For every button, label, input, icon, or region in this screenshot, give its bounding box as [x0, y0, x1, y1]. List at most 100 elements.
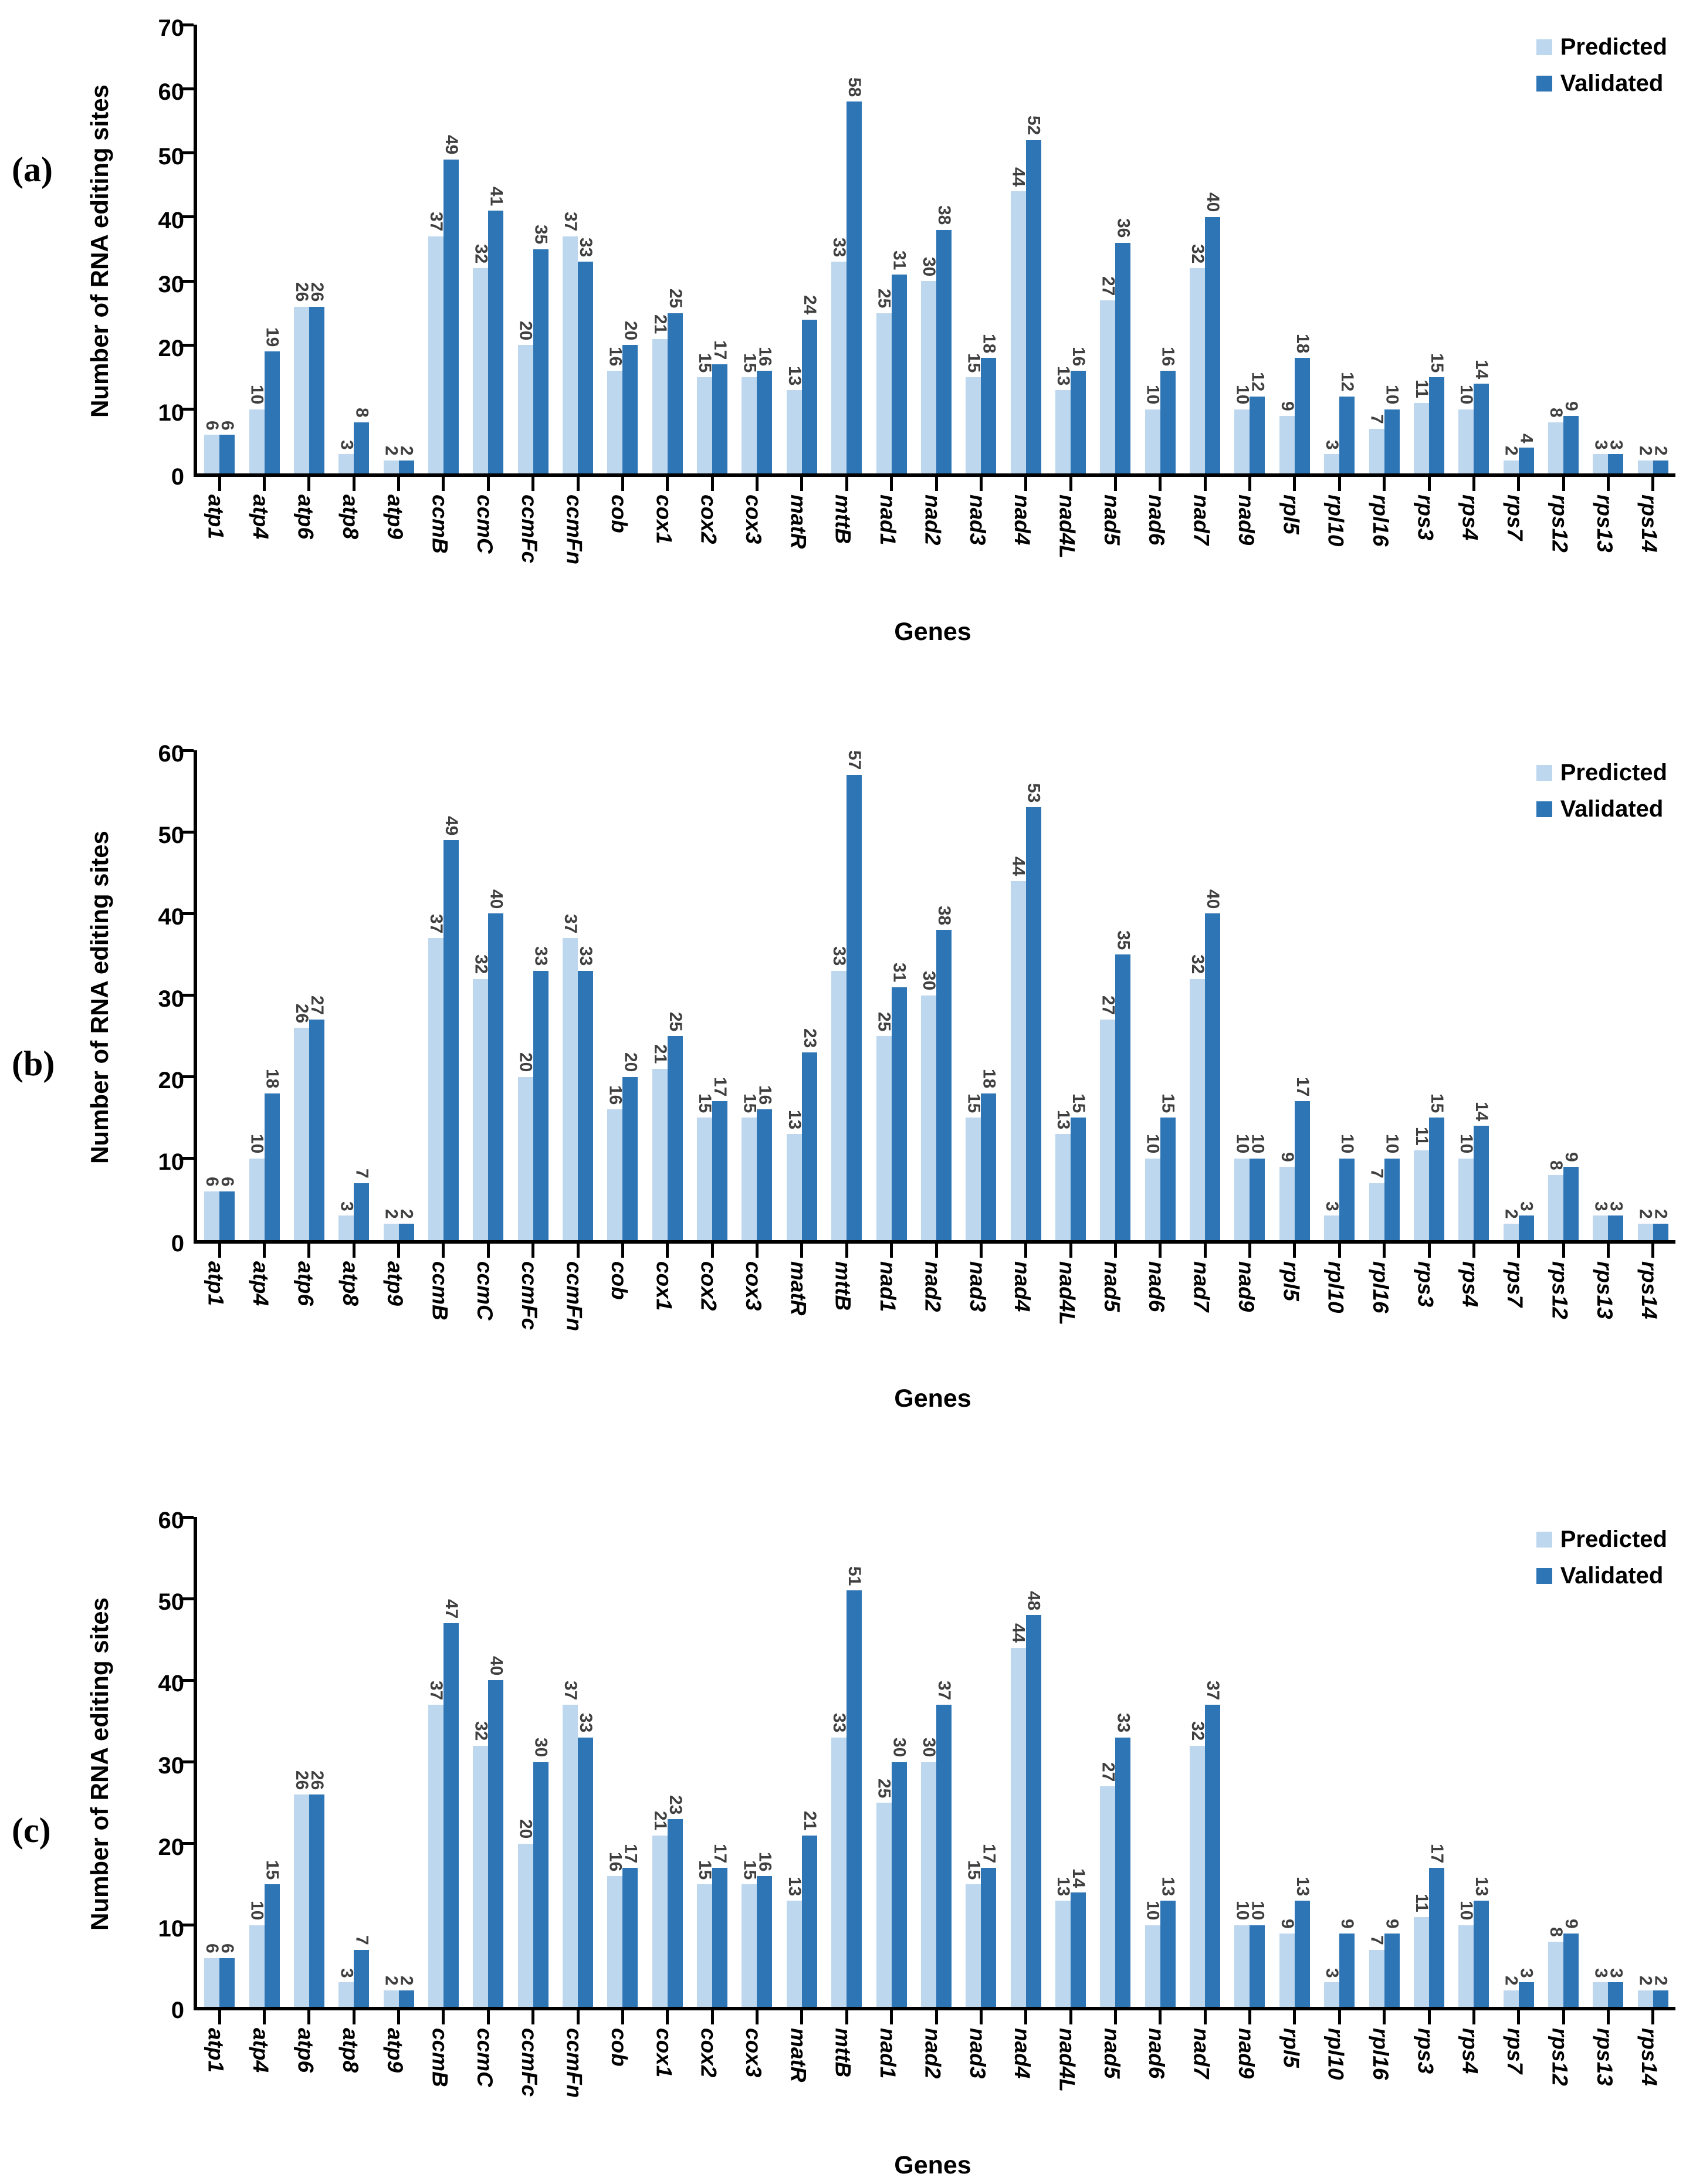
- x-tick-mark: [1159, 2010, 1162, 2024]
- x-tick-mark: [1248, 477, 1252, 491]
- predicted-bar-atp4: 10: [248, 1134, 267, 1240]
- x-label-cell: rps13: [1582, 1261, 1627, 1384]
- x-label-cell: atp8: [328, 1261, 373, 1384]
- predicted-bar-cox2: 15: [695, 1093, 715, 1240]
- validated-bar-rpl10: 12: [1338, 372, 1357, 473]
- x-label-cell: atp1: [194, 2028, 238, 2151]
- x-tick-label-nad9: nad9: [1234, 495, 1258, 546]
- x-label-cell: ccmC: [462, 1261, 507, 1384]
- bar-value-label: 2: [381, 1976, 401, 1986]
- bar-group-rps4: 10 13: [1451, 1877, 1496, 2007]
- x-label-cell: rps3: [1403, 1261, 1448, 1384]
- y-tick-mark: [180, 912, 194, 915]
- validated-bar-nad6: 15: [1159, 1093, 1178, 1240]
- x-label-cell: atp9: [373, 2028, 417, 2151]
- validated-swatch-icon: [1536, 75, 1552, 92]
- validated-bar-rps14: 2: [1651, 446, 1671, 473]
- x-label-cell: nad2: [910, 2028, 955, 2151]
- bar-group-matR: 13 21: [780, 1811, 824, 2007]
- validated-bar-ccmB: 47: [442, 1599, 461, 2007]
- predicted-bar-atp6: 26: [292, 1770, 312, 2007]
- bar-value-label: 10: [1457, 1901, 1477, 1921]
- bar-value-label: 20: [516, 1819, 536, 1839]
- x-tick-mark: [576, 1244, 580, 1258]
- x-tick-label-ccmFc: ccmFc: [517, 1261, 542, 1330]
- legend-item-predicted: Predicted: [1536, 1528, 1667, 1551]
- x-label-cell: nad3: [955, 2028, 1000, 2151]
- predicted-bar-nad3: 15: [964, 1860, 983, 2007]
- x-tick-mark: [621, 1244, 624, 1258]
- x-tick-mark: [935, 1244, 938, 1258]
- bar-value-label: 33: [531, 946, 551, 966]
- validated-bar-nad5: 36: [1113, 218, 1133, 473]
- bar-value-label: 20: [516, 1052, 536, 1072]
- predicted-bar-matR: 13: [785, 1877, 804, 2007]
- x-tick-mark: [756, 477, 759, 491]
- validated-bar-atp6: 26: [307, 282, 327, 473]
- bar-group-nad7: 32 37: [1183, 1681, 1227, 2007]
- x-tick-label-mttB: mttB: [831, 2028, 855, 2078]
- bar-value-label: 37: [561, 212, 581, 232]
- plot-area: 6 6 10 19 26 26 3 8 2 2 37 49 32 41 20 35 37 33 16 20 21 25 15…: [180, 23, 1675, 491]
- predicted-bar-atp1: 6: [202, 1177, 222, 1240]
- x-tick-mark: [397, 1244, 401, 1258]
- x-label-cell: rps7: [1492, 495, 1537, 618]
- x-tick-mark: [576, 2010, 580, 2024]
- x-tick-label-cox2: cox2: [696, 495, 721, 544]
- y-tick-label-50: 50: [158, 143, 185, 170]
- predicted-bar-ccmFn: 37: [561, 212, 580, 473]
- x-label-cell: atp1: [194, 1261, 238, 1384]
- bar-value-label: 16: [1069, 346, 1088, 367]
- x-tick-label-cox2: cox2: [696, 2028, 721, 2078]
- validated-bar-rps4: 13: [1472, 1877, 1491, 2007]
- x-label-cell: atp9: [373, 495, 417, 618]
- x-label-cell: nad1: [865, 1261, 910, 1384]
- bar-group-rps3: 11 15: [1407, 1093, 1451, 1240]
- x-tick-mark: [1517, 1244, 1521, 1258]
- x-tick-mark: [1024, 477, 1028, 491]
- bar-value-label: 33: [830, 237, 849, 258]
- chart-panel-b: (b) Number of RNA editing sites 0 10 20 30 4…: [0, 742, 1703, 1417]
- x-tick-label-cob: cob: [607, 495, 631, 533]
- x-label-cell: nad3: [955, 1261, 1000, 1384]
- predicted-bar-nad1: 25: [875, 1012, 894, 1240]
- bar-value-label: 24: [800, 295, 820, 315]
- x-label-cell: rps12: [1538, 2028, 1582, 2151]
- bar-value-label: 57: [845, 750, 865, 770]
- bar-value-label: 21: [800, 1811, 820, 1831]
- x-label-cell: rps7: [1492, 1261, 1537, 1384]
- x-tick-label-atp8: atp8: [338, 495, 363, 540]
- x-tick-mark: [1517, 477, 1521, 491]
- x-tick-label-atp9: atp9: [383, 495, 408, 540]
- validated-bar-ccmFn: 33: [576, 1713, 595, 2007]
- bar-group-cox1: 21 25: [645, 1012, 690, 1240]
- x-tick-mark: [1293, 2010, 1296, 2024]
- validated-bar-atp8: 7: [352, 1935, 371, 2007]
- x-tick-label-atp1: atp1: [204, 2028, 228, 2073]
- predicted-swatch-icon: [1536, 39, 1552, 55]
- predicted-bar-ccmC: 32: [471, 1721, 490, 2007]
- x-label-cell: rpl5: [1269, 1261, 1313, 1384]
- bar-value-label: 3: [1322, 439, 1342, 450]
- bar-value-label: 2: [397, 1209, 417, 1220]
- predicted-bar-nad9: 10: [1233, 385, 1252, 473]
- x-label-cell: nad7: [1179, 2028, 1224, 2151]
- validated-bar-rps7: 3: [1517, 1968, 1536, 2007]
- x-label-cell: rps14: [1627, 495, 1672, 618]
- validated-bar-rpl10: 9: [1338, 1919, 1357, 2007]
- validated-bar-cox3: 16: [755, 1852, 774, 2007]
- x-tick-label-nad6: nad6: [1145, 1261, 1169, 1312]
- bar-value-label: 25: [874, 289, 894, 309]
- x-tick-mark: [800, 1244, 804, 1258]
- bar-value-label: 26: [307, 282, 327, 302]
- x-label-cell: nad3: [955, 495, 1000, 618]
- bar-value-label: 15: [695, 1093, 715, 1113]
- bar-value-label: 30: [919, 971, 939, 991]
- bar-group-nad1: 25 30: [869, 1738, 913, 2007]
- x-tick-mark: [935, 2010, 938, 2024]
- bar-value-label: 17: [710, 1077, 730, 1097]
- legend-label-validated: Validated: [1560, 70, 1664, 96]
- predicted-bar-nad5: 27: [1098, 996, 1118, 1240]
- predicted-bar-rpl5: 9: [1278, 1152, 1297, 1240]
